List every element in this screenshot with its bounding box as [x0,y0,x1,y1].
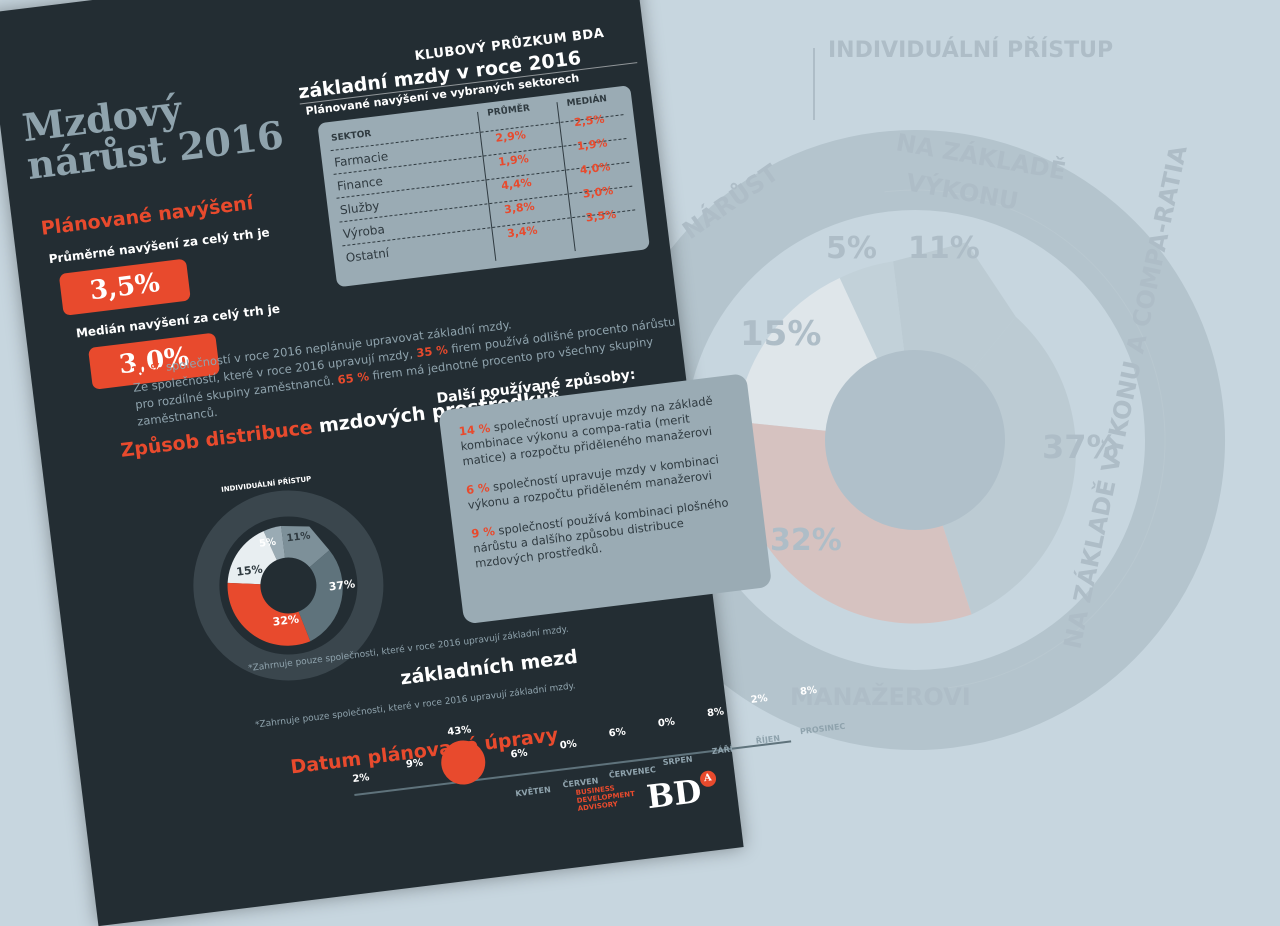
row-median-0: 2,5% [573,112,606,130]
donut-val-performance: 11% [286,530,311,544]
row-avg-1: 1,9% [497,152,530,169]
logo-text: BD [644,771,704,817]
month-label-7: ZÁŘÍ [711,744,734,757]
month-pct-0: 2% [351,772,371,786]
row-sector-2: Služby [339,198,381,218]
bg-value-performance: 11% [908,231,980,266]
background-donut-chart: INDIVIDUÁLNÍ PŘÍSTUP NA ZÁKLADĚ VÝKONU N… [605,37,1225,750]
row-avg-0: 2,9% [494,128,527,145]
row-median-3: 3,0% [582,184,614,201]
other-methods-bubble: 14 % společností upravuje mzdy na základ… [438,373,773,625]
poster-title: Mzdový nárůst 2016 [20,78,287,188]
bda-logo: BDA [644,769,720,817]
table-body: SEKTOR PRŮMĚR MEDIÁN Farmacie 2,9% 2,5% … [317,85,651,288]
bg-value-flat: 15% [740,314,821,354]
note-num-2b: 65 % [336,369,370,387]
row-median-1: 1,9% [576,136,609,153]
month-pct-4: 0% [559,738,578,752]
month-label-3: KVĚTEN [514,785,552,799]
infographic-poster: KLUBOVÝ PRŮZKUM BDA Mzdový nárůst 2016 z… [0,0,846,926]
bg-label-individual: INDIVIDUÁLNÍ PŘÍSTUP [828,37,1113,63]
bg-donut-hole [825,350,1005,530]
timeline-heading: základních mezd [399,646,579,690]
month-pct-1: 9% [405,757,424,771]
col-sector: SEKTOR [330,129,372,144]
note-num-1: 10 % [130,360,164,379]
distribution-donut: 5% 11% 15% 37% 32% [193,490,384,681]
bg-value-individual: 5% [826,231,877,266]
footnote-2: *Zahrnuje pouze společnosti, které v roc… [254,681,577,731]
donut-val-compa: 37% [328,577,356,593]
donut-val-manager: 32% [272,613,300,629]
donut-val-individual: 5% [258,537,276,550]
row-median-4: 3,5% [585,207,617,225]
row-avg-4: 3,4% [506,223,539,241]
row-sector-0: Farmacie [333,149,389,170]
col-median: MEDIÁN [566,94,608,109]
month-pct-6: 0% [657,716,676,730]
row-sector-1: Finance [336,174,384,194]
month-pct-5: 6% [608,726,627,740]
col-avg: PRŮMĚR [486,103,531,119]
avg-value-box: 3,5% [58,258,191,316]
row-median-2: 4,0% [579,160,612,177]
row-sector-3: Výroba [342,222,386,242]
note-num-2a: 35 % [415,342,449,361]
slice-compa [288,550,343,642]
month-pct-8: 2% [750,692,769,706]
bg-value-compa: 37% [1042,428,1119,466]
month-pct-7: 8% [706,706,725,720]
row-sector-4: Ostatní [345,245,390,265]
donut-val-flat: 15% [236,563,264,579]
bg-label-manager: MANAŽEROVI [790,682,971,711]
logo-badge: A [698,769,717,788]
row-avg-3: 3,8% [503,199,536,217]
month-pct-9: 8% [799,684,818,698]
sector-table: Plánované navýšení ve vybraných sektorec… [305,65,651,293]
timeline-heading-white: základních mezd [399,645,579,690]
bg-value-manager: 32% [770,523,842,558]
row-avg-2: 4,4% [500,175,533,193]
month-pct-3: 6% [510,747,529,761]
